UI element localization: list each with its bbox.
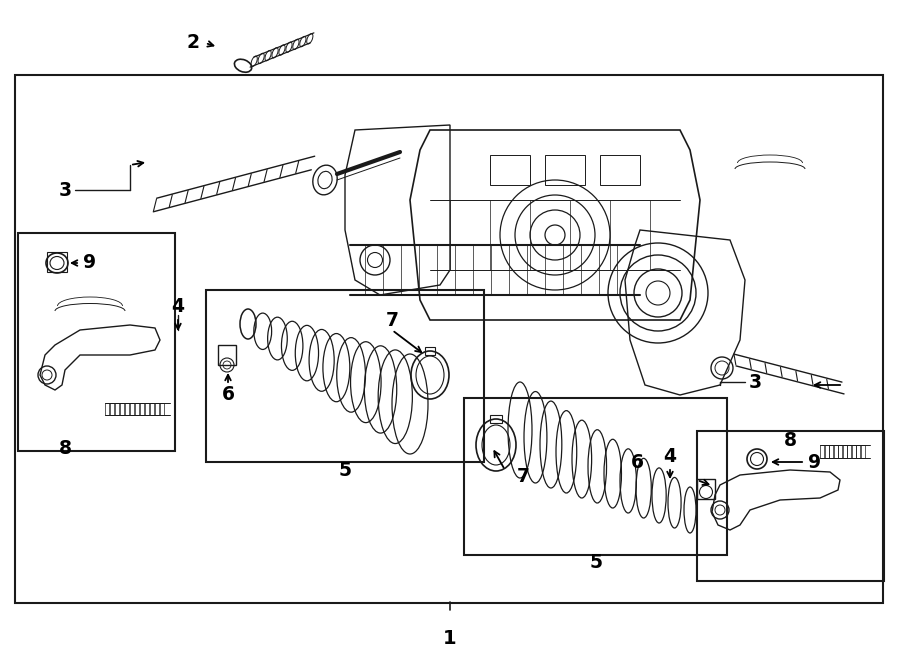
Bar bbox=[150, 403, 154, 415]
Text: 8: 8 bbox=[58, 438, 71, 457]
Bar bbox=[600, 155, 640, 185]
Bar bbox=[145, 403, 149, 415]
Text: 4: 4 bbox=[172, 297, 184, 317]
Bar bbox=[115, 403, 119, 415]
Bar bbox=[15, 75, 883, 603]
Bar bbox=[206, 290, 484, 462]
Bar bbox=[218, 345, 236, 365]
Bar bbox=[125, 403, 129, 415]
Bar bbox=[545, 155, 585, 185]
Bar bbox=[856, 445, 860, 458]
Text: 6: 6 bbox=[631, 453, 644, 471]
Bar bbox=[120, 403, 124, 415]
Text: 6: 6 bbox=[221, 385, 235, 405]
Bar bbox=[490, 415, 502, 423]
Text: 9: 9 bbox=[808, 453, 822, 471]
Text: 5: 5 bbox=[338, 461, 352, 479]
Bar bbox=[490, 155, 530, 185]
Bar bbox=[842, 445, 847, 458]
Text: 3: 3 bbox=[58, 180, 72, 200]
Text: 3: 3 bbox=[749, 373, 761, 391]
Bar bbox=[135, 403, 139, 415]
Text: 8: 8 bbox=[784, 430, 796, 449]
Bar bbox=[851, 445, 856, 458]
Bar bbox=[130, 403, 134, 415]
Text: 9: 9 bbox=[84, 254, 96, 272]
Text: 7: 7 bbox=[517, 467, 529, 486]
Bar bbox=[829, 445, 833, 458]
Text: 5: 5 bbox=[590, 553, 602, 572]
Bar bbox=[820, 445, 824, 458]
Bar bbox=[140, 403, 144, 415]
Bar bbox=[860, 445, 865, 458]
Text: 1: 1 bbox=[443, 629, 457, 648]
Bar bbox=[47, 252, 67, 272]
Bar bbox=[833, 445, 838, 458]
Bar bbox=[847, 445, 851, 458]
Bar bbox=[838, 445, 842, 458]
Text: 7: 7 bbox=[385, 311, 399, 329]
Text: 4: 4 bbox=[663, 447, 677, 467]
Text: 2: 2 bbox=[186, 34, 200, 52]
Bar bbox=[155, 403, 159, 415]
Bar bbox=[697, 479, 715, 499]
Bar bbox=[464, 398, 727, 555]
Bar bbox=[425, 347, 435, 355]
Bar bbox=[105, 403, 109, 415]
Bar bbox=[110, 403, 114, 415]
Bar bbox=[160, 403, 164, 415]
Bar bbox=[18, 233, 175, 451]
Bar bbox=[697, 431, 884, 581]
Bar bbox=[824, 445, 829, 458]
